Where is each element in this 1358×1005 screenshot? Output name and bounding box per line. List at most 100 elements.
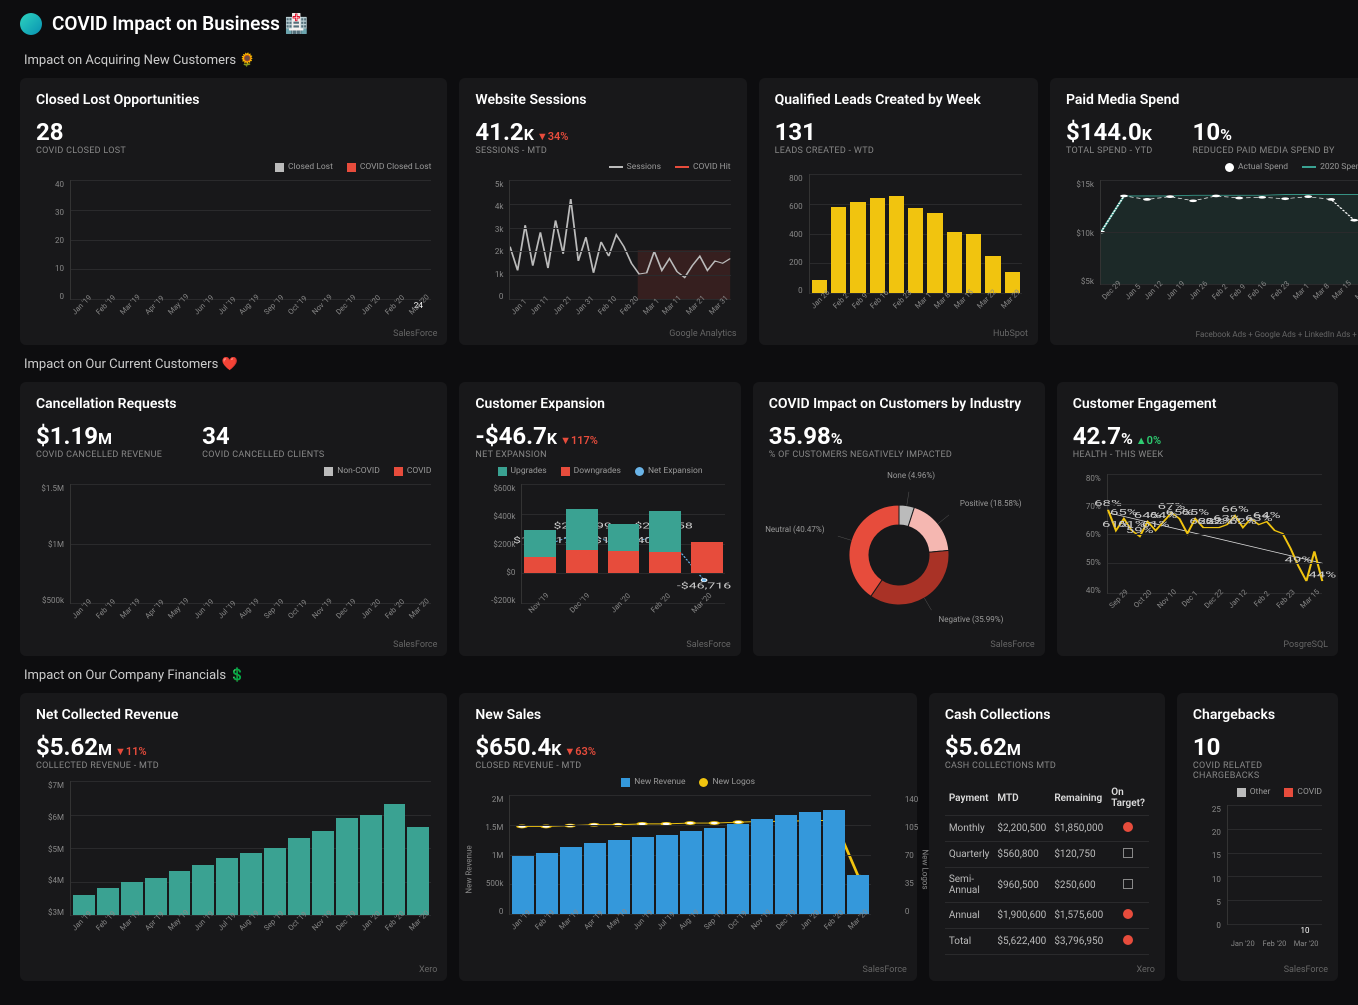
- metric-sub: Closed Revenue - MTD: [475, 761, 900, 771]
- chart: 403020100 24 Jan '19Feb '19Mar '19Apr '1…: [36, 180, 431, 319]
- metric-unit: M: [98, 740, 112, 759]
- source-label: Xero: [419, 965, 437, 975]
- legend-item: Upgrades: [498, 466, 547, 476]
- row-1: Closed Lost Opportunities 28 COVID Close…: [20, 78, 1338, 345]
- metric-unit: %: [831, 429, 843, 448]
- bar: [512, 856, 534, 914]
- card-title: Closed Lost Opportunities: [36, 92, 431, 108]
- svg-text:None (4.96%): None (4.96%): [887, 471, 935, 480]
- bar: [751, 819, 773, 914]
- metric-value: $1.19: [36, 422, 98, 450]
- metric-delta: ▲0%: [1136, 434, 1161, 447]
- legend-item: Downgrades: [561, 466, 621, 476]
- page-header: COVID Impact on Business 🏥: [20, 12, 1338, 35]
- source-label: SalesForce: [393, 640, 437, 650]
- card-title: Customer Engagement: [1073, 396, 1322, 412]
- svg-text:Positive (18.58%): Positive (18.58%): [960, 499, 1022, 508]
- table-header: MTD: [993, 781, 1050, 816]
- svg-text:44%: 44%: [1308, 570, 1336, 580]
- legend-item: Net Expansion: [635, 466, 703, 476]
- bar: [264, 848, 286, 915]
- metric-unit: K: [524, 125, 534, 144]
- metric-sub-2: Reduced Paid Media Spend by: [1193, 146, 1335, 156]
- metric-unit: M: [98, 429, 112, 448]
- chart: $1.5M$1M$500k Jan '19Feb '19Mar '19Apr '…: [36, 484, 431, 623]
- bar: [889, 196, 904, 293]
- metric-value: $5.62: [36, 733, 98, 761]
- row-3: Net Collected Revenue $5.62M ▼11% Collec…: [20, 693, 1338, 981]
- metric-sub: COVID CANCELLED REVENUE: [36, 450, 162, 460]
- card-title: Website Sessions: [475, 92, 730, 108]
- bar: [908, 208, 923, 293]
- bar: [632, 837, 654, 914]
- metric-value: 10: [1193, 733, 1322, 761]
- row-2: Cancellation Requests $1.19MCOVID CANCEL…: [20, 382, 1338, 656]
- chart: $15k$10k$5k Dec 29Jan 5Jan 12Jan 19Jan 2…: [1066, 180, 1358, 304]
- card-chargebacks: Chargebacks 10 COVID Related Chargebacks…: [1177, 693, 1338, 981]
- metric-value: $5.62: [945, 733, 1007, 761]
- legend: Other COVID: [1193, 787, 1322, 797]
- chart: 8006004002000 Jan 26Feb 2Feb 9Feb 16Feb …: [775, 174, 1022, 313]
- legend: Actual Spend 2020 Spend Forecast: [1066, 162, 1358, 172]
- bar: [336, 818, 358, 915]
- axis-left-title: New Revenue: [465, 845, 474, 893]
- bar: [145, 878, 167, 915]
- svg-text:Neutral (40.47%): Neutral (40.47%): [765, 525, 825, 534]
- table-row: Monthly$2,200,500$1,850,000: [945, 816, 1149, 842]
- chart: 2520151050 10 Jan '20Feb '20Mar '20: [1193, 805, 1322, 948]
- chart: $600k$400k$200k$0-$200k $180,717$275,399…: [475, 484, 724, 623]
- card-title: Paid Media Spend: [1066, 92, 1358, 108]
- metric-value: 41.2: [475, 118, 523, 146]
- bar: [775, 815, 797, 914]
- axis-right-title: New Logos: [920, 849, 929, 889]
- metric-value: 42.7: [1073, 422, 1121, 450]
- legend-item: COVID: [1284, 787, 1322, 797]
- legend: Non-COVIDCOVID: [36, 466, 431, 476]
- svg-text:Negative (35.99%): Negative (35.99%): [938, 615, 1003, 624]
- metric-value: -$46.7: [475, 422, 547, 450]
- bar: [169, 871, 191, 915]
- source-label: PosgreSQL: [1283, 640, 1328, 650]
- source-label: Xero: [1136, 965, 1154, 975]
- status-red-icon: [1123, 909, 1133, 919]
- logo-icon: [20, 13, 42, 35]
- page-title: COVID Impact on Business 🏥: [52, 12, 308, 35]
- bar: [560, 847, 582, 914]
- legend-item: Other: [1237, 787, 1271, 797]
- bar: [985, 256, 1000, 293]
- metric-unit: K: [551, 740, 561, 759]
- section-3-title: Impact on Our Company Financials 💲: [24, 668, 1338, 683]
- legend-item: 2020 Spend Forecast: [1302, 162, 1358, 172]
- chart: $7M$6M$5M$4M$3M Jan '19Feb '19Mar '19Apr…: [36, 781, 431, 935]
- card-cancellations: Cancellation Requests $1.19MCOVID CANCEL…: [20, 382, 447, 656]
- bar: [656, 835, 678, 914]
- bar: [407, 827, 429, 915]
- section-1-title: Impact on Acquiring New Customers 🌻: [24, 53, 1338, 68]
- chart: 80%70%60%50%40% 68%61%65%61%59%64%61%64%…: [1073, 474, 1322, 613]
- card-paid-media: Paid Media Spend $144.0KTotal Spend - YT…: [1050, 78, 1358, 345]
- card-closed-lost: Closed Lost Opportunities 28 COVID Close…: [20, 78, 447, 345]
- legend: Closed Lost COVID Closed Lost: [36, 162, 431, 172]
- bar: [927, 213, 942, 293]
- metric-sub: Net Expansion: [475, 450, 724, 460]
- metric-value: 28: [36, 118, 431, 146]
- source-label: HubSpot: [993, 329, 1028, 339]
- table-row: Semi-Annual$960,500$250,600: [945, 868, 1149, 903]
- card-title: COVID Impact on Customers by Industry: [769, 396, 1029, 412]
- svg-text:64%: 64%: [1253, 510, 1281, 520]
- legend: New RevenueNew Logos: [475, 777, 900, 787]
- metric-sub: COVID Related Chargebacks: [1193, 761, 1322, 781]
- bar: [823, 810, 845, 914]
- metric-delta: ▼117%: [560, 434, 598, 447]
- metric-sub: Sessions - MTD: [475, 146, 730, 156]
- bar: [850, 202, 865, 293]
- bar: [121, 882, 143, 916]
- legend-item: Actual Spend: [1225, 162, 1288, 172]
- metric-sub-2: COVID CANCELLED CLIENTS: [202, 450, 324, 460]
- bar: [831, 207, 846, 293]
- metric-sub: COVID Closed Lost: [36, 146, 431, 156]
- legend-item: COVID Closed Lost: [347, 162, 432, 172]
- card-industry: COVID Impact on Customers by Industry 35…: [753, 382, 1045, 656]
- legend-item: Closed Lost: [275, 162, 333, 172]
- bar: [240, 853, 262, 915]
